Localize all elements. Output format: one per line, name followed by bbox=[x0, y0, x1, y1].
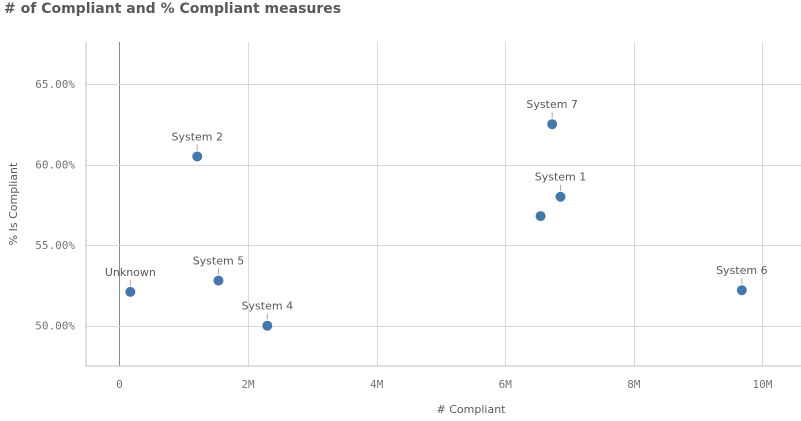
data-point[interactable] bbox=[192, 151, 203, 162]
y-tick-label: 50.00% bbox=[35, 320, 75, 333]
chart-title: # of Compliant and % Compliant measures bbox=[4, 1, 342, 17]
data-point-group[interactable]: System 1 bbox=[535, 171, 587, 202]
y-tick-label: 55.00% bbox=[35, 239, 75, 252]
x-tick-label: 4M bbox=[370, 378, 384, 391]
point-label: System 7 bbox=[526, 98, 578, 111]
point-label: System 1 bbox=[535, 171, 587, 184]
x-tick-label: 2M bbox=[241, 378, 255, 391]
data-points: Unknown System 2 System 5 System 4 System 7 S… bbox=[105, 98, 768, 331]
x-tick-label: 10M bbox=[752, 378, 772, 391]
point-label: System 6 bbox=[716, 264, 768, 277]
data-point[interactable] bbox=[736, 285, 747, 296]
point-label: System 2 bbox=[171, 130, 223, 143]
x-axis-title: # Compliant bbox=[437, 403, 507, 416]
x-tick-label: 6M bbox=[499, 378, 513, 391]
data-point[interactable] bbox=[547, 119, 558, 130]
tick-labels: 0 2M 4M 6M 8M 10M 50.00% 55.00% 60.00% 65.00% bbox=[35, 78, 772, 391]
data-point[interactable] bbox=[535, 211, 546, 222]
data-point[interactable] bbox=[555, 191, 566, 202]
data-point-group[interactable]: System 5 bbox=[193, 255, 245, 286]
data-point-group[interactable]: System 6 bbox=[716, 264, 768, 296]
x-tick-label: 0 bbox=[116, 378, 123, 391]
data-point[interactable] bbox=[125, 286, 136, 297]
point-label: System 5 bbox=[193, 255, 245, 268]
data-point-group[interactable]: System 4 bbox=[242, 300, 294, 331]
point-label: Unknown bbox=[105, 266, 156, 279]
grid bbox=[86, 42, 801, 366]
axes bbox=[85, 42, 801, 367]
data-point-group[interactable] bbox=[535, 211, 546, 222]
data-point-group[interactable]: Unknown bbox=[105, 266, 156, 297]
data-point-group[interactable]: System 2 bbox=[171, 130, 223, 162]
y-axis-title: % Is Compliant bbox=[7, 162, 20, 245]
y-tick-label: 60.00% bbox=[35, 159, 75, 172]
data-point[interactable] bbox=[213, 275, 224, 286]
data-point-group[interactable]: System 7 bbox=[526, 98, 578, 130]
point-label: System 4 bbox=[242, 300, 294, 313]
data-point[interactable] bbox=[262, 320, 273, 331]
y-tick-label: 65.00% bbox=[35, 78, 75, 91]
x-tick-label: 8M bbox=[627, 378, 641, 391]
